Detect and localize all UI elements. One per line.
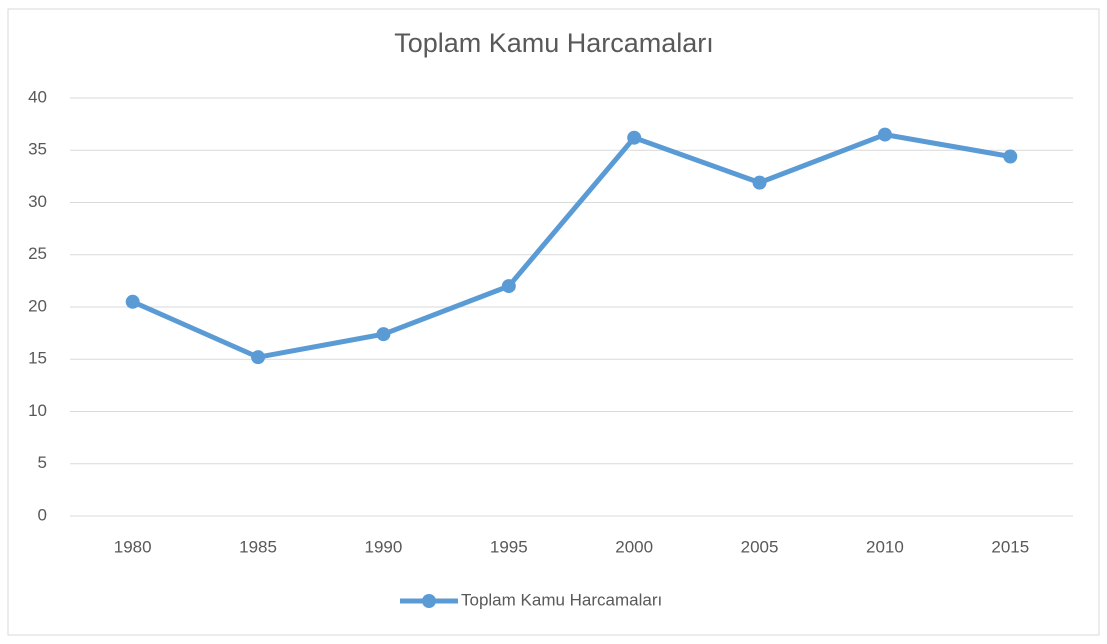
data-point xyxy=(752,175,767,190)
x-tick-label: 1995 xyxy=(490,537,528,556)
chart-title: Toplam Kamu Harcamaları xyxy=(394,28,714,58)
x-tick-label: 1980 xyxy=(114,537,152,556)
x-tick-label: 2000 xyxy=(615,537,653,556)
y-tick-label: 25 xyxy=(28,244,47,263)
x-tick-label: 2015 xyxy=(991,537,1029,556)
x-tick-label: 2010 xyxy=(866,537,904,556)
y-tick-label: 40 xyxy=(28,87,47,106)
y-tick-label: 5 xyxy=(38,453,47,472)
data-line xyxy=(130,132,1013,360)
y-tick-label: 10 xyxy=(28,401,47,420)
x-tick-label: 1985 xyxy=(239,537,277,556)
y-tick-label: 30 xyxy=(28,192,47,211)
data-point xyxy=(376,327,391,342)
data-point xyxy=(501,279,516,294)
data-point xyxy=(251,350,266,365)
data-point xyxy=(1003,149,1018,164)
legend-marker xyxy=(422,594,436,608)
y-tick-label: 35 xyxy=(28,140,47,159)
legend-label: Toplam Kamu Harcamaları xyxy=(461,590,662,609)
x-tick-label: 1990 xyxy=(365,537,403,556)
data-point xyxy=(877,127,892,142)
data-point xyxy=(125,294,140,309)
y-tick-label: 15 xyxy=(28,349,47,368)
y-tick-label: 20 xyxy=(28,296,47,315)
chart-frame xyxy=(7,8,1100,636)
y-tick-label: 0 xyxy=(38,505,47,524)
data-point xyxy=(627,130,642,145)
x-tick-label: 2005 xyxy=(741,537,779,556)
